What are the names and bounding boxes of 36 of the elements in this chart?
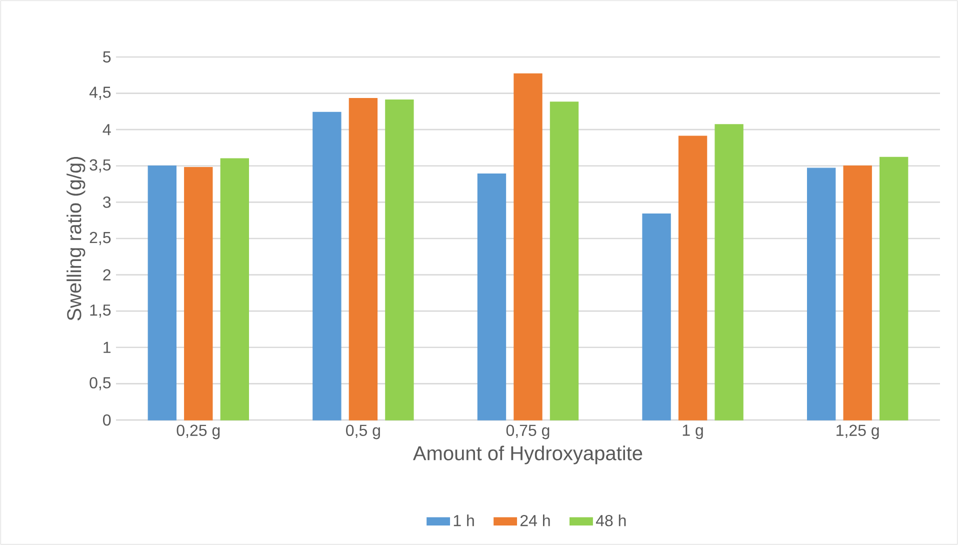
- x-tick-label: 0,75 g: [506, 424, 550, 440]
- y-tick-label: 4,5: [89, 86, 111, 100]
- y-tick-label: 3: [103, 196, 111, 208]
- x-axis-title: Amount of Hydroxyapatite: [412, 446, 642, 464]
- bar: [385, 99, 414, 420]
- bar: [843, 166, 872, 420]
- bar: [880, 156, 908, 420]
- legend-label: 48 h: [596, 514, 626, 526]
- x-tick-label: 0,25 g: [176, 424, 220, 440]
- bar: [220, 158, 250, 420]
- y-tick-label: 1: [104, 342, 111, 353]
- y-tick-label: 2: [103, 269, 110, 280]
- y-tick-label: 3,5: [90, 159, 111, 173]
- x-tick-label: 1,25 g: [836, 424, 879, 440]
- bar: [642, 213, 671, 420]
- y-tick-label: 0: [103, 414, 111, 426]
- legend-label: 24 h: [520, 514, 550, 526]
- y-tick-label: 2,5: [90, 232, 111, 246]
- bar: [514, 73, 542, 420]
- bar: [348, 98, 378, 420]
- y-tick-label: 4: [102, 124, 111, 136]
- bar: [477, 174, 506, 420]
- y-axis-title: Swelling ratio (g/g): [66, 156, 86, 320]
- x-tick-label: 0,5 g: [346, 424, 380, 440]
- x-tick-label: 1 g: [682, 424, 703, 440]
- y-tick-label: 1,5: [90, 304, 111, 318]
- bar: [678, 136, 708, 420]
- bar: [184, 167, 213, 420]
- bar: [148, 166, 176, 420]
- bar: [714, 124, 744, 420]
- bar: [807, 168, 836, 420]
- bar: [550, 102, 579, 420]
- y-tick-label: 5: [103, 51, 111, 63]
- y-tick-label: 0,5: [90, 377, 111, 390]
- bar: [312, 112, 342, 420]
- legend-label: 1 h: [454, 514, 474, 526]
